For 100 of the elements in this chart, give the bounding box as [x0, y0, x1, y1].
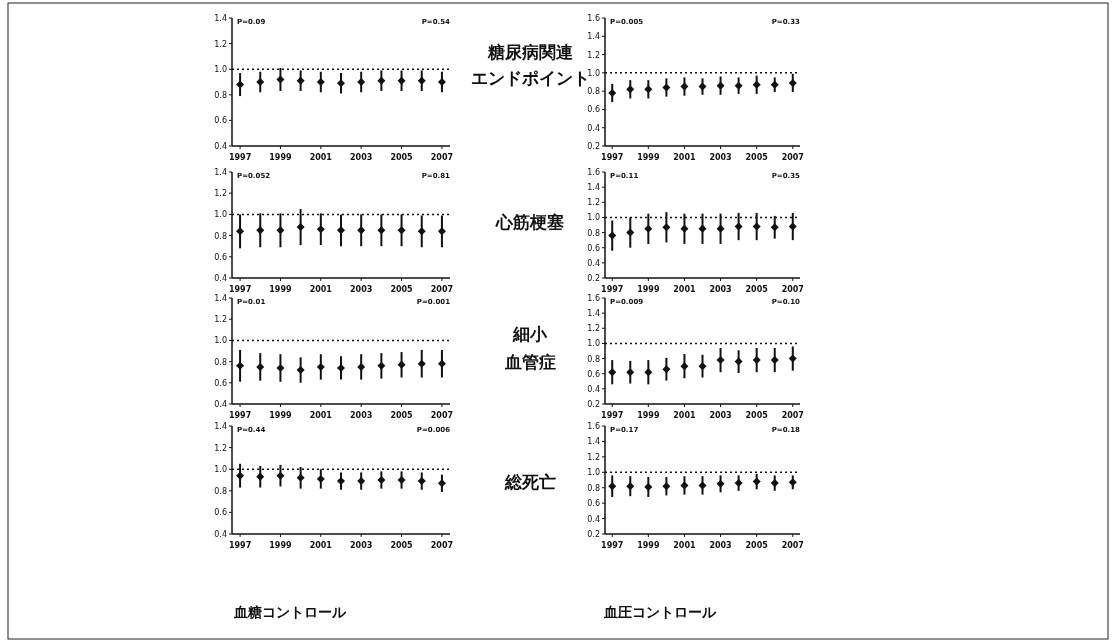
y-tick-label: 0.6: [214, 378, 227, 388]
point: [377, 361, 386, 370]
y-tick-label: 0.6: [214, 508, 227, 518]
x-tick-label: 2001: [673, 541, 697, 550]
y-tick-label: 0.8: [214, 486, 227, 496]
y-tick-label: 1.4: [587, 32, 600, 42]
y-tick-label: 0.4: [587, 258, 600, 268]
x-tick-label: 2005: [745, 153, 769, 162]
y-tick-label: 0.6: [587, 105, 600, 115]
y-tick-label: 0.4: [214, 530, 227, 539]
point: [276, 363, 285, 372]
y-tick-label: 1.6: [587, 168, 600, 177]
x-tick-label: 2005: [745, 411, 769, 420]
y-tick-label: 0.4: [587, 123, 600, 133]
y-tick-label: 1.2: [214, 315, 227, 325]
x-tick-label: 2007: [430, 285, 454, 294]
point: [770, 80, 779, 89]
x-tick-label: 2003: [709, 411, 732, 420]
x-tick-label: 2005: [390, 541, 414, 550]
x-tick-label: 1997: [228, 411, 252, 420]
y-tick-label: 1.2: [214, 443, 227, 453]
y-tick-label: 1.0: [214, 336, 227, 346]
point: [716, 224, 725, 233]
point: [662, 365, 671, 374]
point: [698, 82, 707, 91]
x-tick-label: 1999: [637, 411, 660, 420]
point: [397, 360, 406, 369]
y-tick-label: 0.6: [587, 499, 600, 509]
y-tick-label: 0.8: [587, 87, 600, 97]
y-tick-label: 1.2: [587, 198, 600, 208]
x-tick-label: 2001: [673, 411, 697, 420]
point: [788, 222, 797, 231]
point: [734, 357, 743, 366]
point: [626, 228, 635, 237]
y-tick-label: 0.8: [214, 357, 227, 367]
x-axis-title: 血圧コントロール: [603, 604, 717, 620]
y-tick-label: 0.4: [587, 384, 600, 394]
y-tick-label: 1.6: [587, 422, 600, 431]
x-tick-label: 1997: [228, 153, 252, 162]
y-tick-label: 0.8: [587, 354, 600, 364]
x-tick-label: 2005: [390, 285, 414, 294]
text: 糖尿病関連: [486, 42, 573, 62]
point: [236, 361, 245, 370]
x-tick-label: 2003: [350, 541, 373, 550]
y-tick-label: 1.4: [587, 309, 600, 319]
point: [608, 88, 617, 97]
point: [626, 368, 635, 377]
point: [626, 85, 635, 94]
text: 細小: [512, 324, 548, 344]
point: [734, 222, 743, 231]
point: [698, 224, 707, 233]
y-tick-label: 1.0: [587, 213, 600, 223]
y-tick-label: 1.4: [587, 437, 600, 447]
point: [770, 223, 779, 232]
x-tick-label: 2007: [781, 541, 804, 550]
y-tick-label: 0.6: [587, 369, 600, 379]
y-tick-label: 0.2: [587, 400, 600, 409]
text: 総死亡: [503, 472, 556, 492]
point: [680, 362, 689, 371]
point: [752, 222, 761, 231]
x-tick-label: 2001: [309, 411, 333, 420]
x-tick-label: 1997: [601, 285, 624, 294]
y-tick-label: 0.4: [214, 274, 227, 283]
y-tick-label: 0.6: [214, 116, 227, 126]
x-tick-label: 2003: [709, 153, 732, 162]
point: [644, 368, 653, 377]
x-tick-label: 2005: [390, 411, 414, 420]
y-tick-label: 0.6: [214, 252, 227, 262]
y-tick-label: 0.8: [587, 228, 600, 238]
y-tick-label: 0.6: [587, 243, 600, 253]
y-tick-label: 1.0: [587, 468, 600, 478]
x-tick-label: 1999: [637, 153, 660, 162]
x-tick-label: 2001: [309, 285, 333, 294]
y-tick-label: 0.8: [587, 483, 600, 493]
y-tick-label: 1.6: [587, 294, 600, 303]
point: [788, 78, 797, 87]
y-tick-label: 1.2: [214, 39, 227, 49]
x-tick-label: 2003: [709, 285, 732, 294]
x-tick-label: 2003: [350, 285, 373, 294]
y-tick-label: 1.6: [587, 14, 600, 23]
point: [716, 81, 725, 90]
y-tick-label: 1.0: [214, 210, 227, 220]
y-tick-label: 0.4: [214, 400, 227, 409]
point: [437, 359, 446, 368]
point: [680, 82, 689, 91]
point: [316, 362, 325, 371]
x-tick-label: 2003: [350, 411, 373, 420]
point: [716, 356, 725, 365]
x-tick-label: 1999: [637, 285, 660, 294]
y-tick-label: 1.0: [214, 65, 227, 75]
point: [788, 354, 797, 363]
y-tick-label: 1.0: [214, 465, 227, 475]
y-tick-label: 0.8: [214, 231, 227, 241]
y-tick-label: 1.2: [587, 324, 600, 334]
x-tick-label: 2007: [430, 153, 454, 162]
y-tick-label: 1.4: [214, 294, 227, 303]
y-tick-label: 1.4: [214, 422, 227, 431]
y-tick-label: 1.4: [214, 168, 227, 177]
y-tick-label: 0.4: [587, 514, 600, 524]
x-tick-label: 2007: [781, 285, 804, 294]
